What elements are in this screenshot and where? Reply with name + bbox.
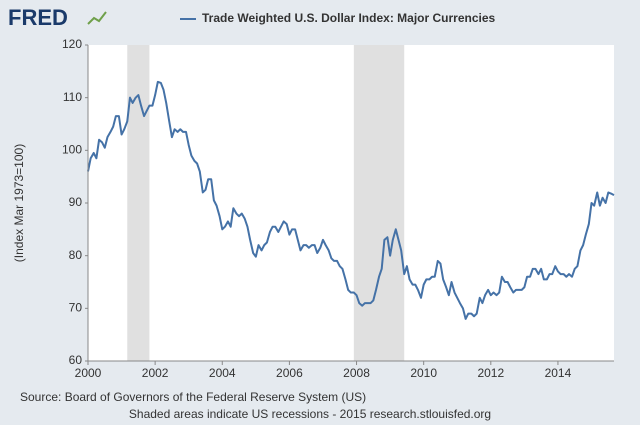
plot-layer (87, 45, 615, 361)
x-tick-label: 2000 (75, 366, 102, 380)
y-tick-label: 60 (69, 353, 83, 367)
x-tick-label: 2012 (477, 366, 504, 380)
x-tick-label: 2010 (410, 366, 437, 380)
logo: FRED (8, 5, 68, 30)
x-tick-label: 2014 (545, 366, 572, 380)
y-axis-label: (Index Mar 1973=100) (12, 144, 26, 262)
y-tick-label: 110 (63, 90, 82, 104)
series-line (87, 80, 615, 320)
recession-shade (127, 45, 150, 361)
recession-shade (353, 45, 405, 361)
x-tick-label: 2008 (343, 366, 370, 380)
logo-icon (87, 11, 107, 25)
legend-label: Trade Weighted U.S. Dollar Index: Major … (202, 11, 496, 25)
y-tick-label: 100 (62, 143, 82, 157)
x-tick-label: 2002 (142, 366, 169, 380)
note: Shaded areas indicate US recessions - 20… (129, 407, 491, 421)
y-tick-label: 120 (62, 37, 82, 51)
x-tick-label: 2004 (209, 366, 236, 380)
y-tick-label: 70 (69, 301, 83, 315)
y-tick-label: 90 (69, 195, 83, 209)
x-tick-label: 2006 (276, 366, 303, 380)
y-tick-label: 80 (69, 248, 83, 262)
plot-area (88, 45, 614, 361)
source: Source: Board of Governors of the Federa… (20, 390, 366, 404)
